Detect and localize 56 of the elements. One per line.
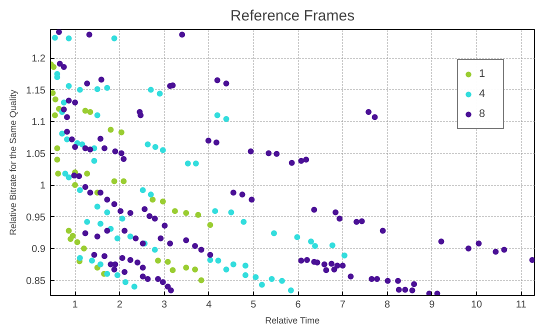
point — [74, 239, 80, 246]
x-tick-label: 8 — [384, 300, 391, 310]
point — [183, 264, 190, 271]
point — [160, 198, 166, 205]
x-tick-label: 6 — [295, 300, 302, 310]
point — [84, 170, 90, 177]
y-tick-label: 1.1 — [32, 117, 46, 128]
x-tick-label: 11 — [516, 300, 527, 310]
point — [52, 112, 58, 118]
y-tick-label: 1.15 — [26, 85, 46, 96]
point — [172, 208, 178, 214]
point — [72, 182, 78, 188]
point — [82, 108, 88, 114]
point — [118, 129, 124, 136]
point — [80, 246, 87, 252]
point — [87, 109, 94, 116]
point — [68, 236, 74, 242]
point — [207, 222, 214, 228]
point — [52, 96, 58, 102]
x-tick-label: 7 — [340, 300, 346, 310]
point — [66, 228, 72, 234]
x-tick-label: 2 — [116, 300, 123, 310]
point — [50, 90, 56, 96]
y-tick-label: 0.85 — [26, 276, 46, 287]
point — [195, 212, 202, 218]
point — [55, 170, 62, 177]
point — [54, 145, 60, 152]
x-tick-label: 10 — [470, 300, 483, 310]
x-axis-title: Relative Time — [265, 316, 320, 326]
point — [50, 64, 57, 70]
y-tick-label: 1.05 — [26, 148, 46, 160]
y-tick-label: 0.95 — [26, 212, 46, 224]
x-tick-label: 3 — [161, 300, 168, 310]
x-tick-label: 1 — [72, 300, 78, 310]
point — [192, 266, 198, 272]
point — [120, 178, 127, 184]
point — [54, 156, 60, 163]
point — [155, 258, 162, 264]
point — [164, 258, 171, 265]
point — [150, 196, 156, 203]
legend-label: 8 — [479, 108, 486, 120]
point — [108, 126, 114, 133]
y-tick-label: 1.2 — [32, 54, 46, 65]
x-tick-label: 5 — [250, 300, 257, 310]
y-axis-title: Relative Bitrate for the Same Quality — [8, 89, 18, 236]
chart-title: Reference Frames — [230, 8, 355, 24]
point — [198, 277, 204, 284]
legend-label: 4 — [479, 88, 486, 100]
y-tick-label: 0.9 — [32, 244, 46, 256]
y-tick-label: 1 — [40, 180, 46, 192]
point — [183, 210, 190, 216]
point — [111, 178, 118, 184]
x-tick-label: 9 — [429, 300, 436, 310]
legend-label: 1 — [479, 68, 486, 80]
x-tick-label: 4 — [206, 300, 212, 310]
point — [170, 267, 176, 274]
